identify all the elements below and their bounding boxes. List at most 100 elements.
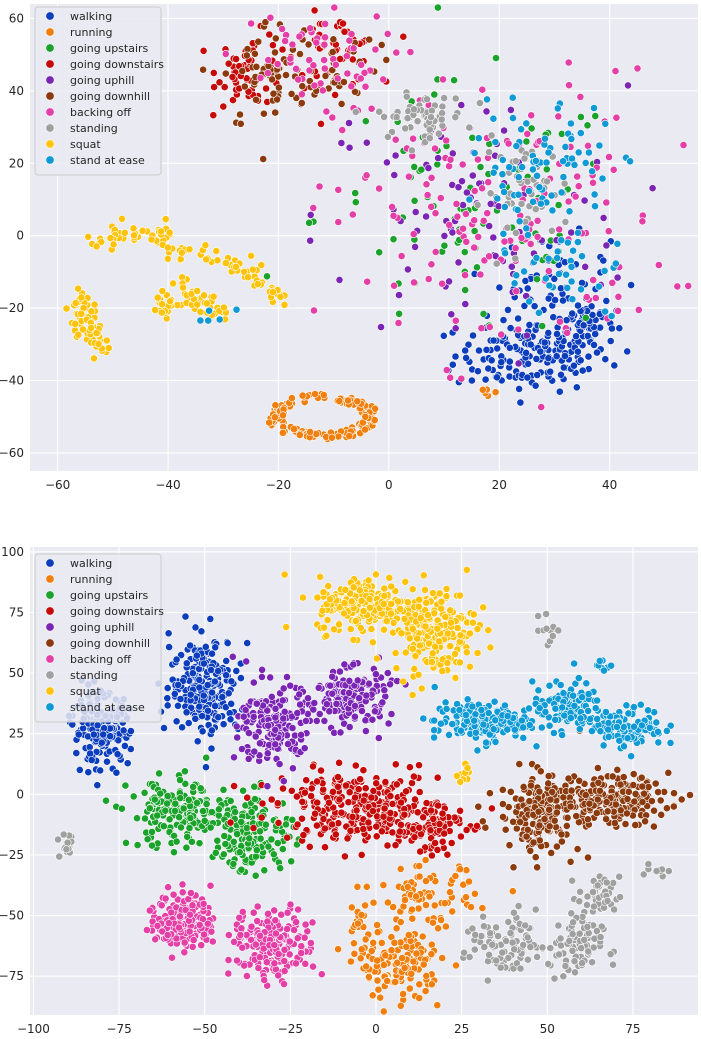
data-point	[347, 30, 356, 38]
data-point	[427, 113, 435, 122]
data-point	[430, 726, 438, 735]
data-point	[214, 805, 223, 814]
data-point	[574, 228, 582, 237]
data-point	[456, 726, 465, 735]
data-point	[317, 970, 326, 979]
data-point	[583, 331, 592, 340]
data-point	[416, 847, 425, 856]
data-point	[615, 324, 624, 333]
data-point	[559, 972, 568, 981]
data-point	[568, 930, 577, 938]
data-point	[447, 310, 456, 319]
data-point	[610, 905, 618, 914]
data-point	[157, 308, 166, 317]
data-point	[264, 721, 273, 730]
data-point	[383, 669, 392, 677]
data-point	[186, 889, 195, 897]
data-point	[433, 773, 442, 782]
data-point	[335, 758, 343, 767]
data-point	[491, 738, 500, 746]
data-point	[99, 730, 108, 739]
data-point	[409, 957, 418, 966]
data-point	[232, 55, 240, 63]
data-point	[344, 798, 353, 807]
data-point	[436, 719, 445, 728]
data-point	[593, 348, 601, 357]
data-point	[305, 56, 314, 64]
data-point	[559, 157, 567, 166]
data-point	[368, 991, 377, 1000]
data-point	[383, 30, 392, 38]
data-point	[334, 432, 343, 441]
data-point	[531, 905, 540, 914]
data-point	[483, 95, 491, 104]
data-point	[427, 106, 436, 115]
data-point	[567, 277, 576, 286]
data-point	[71, 319, 80, 328]
data-point	[547, 191, 556, 200]
data-point	[380, 625, 388, 634]
data-point	[604, 227, 613, 236]
data-point	[381, 778, 390, 786]
data-point	[512, 142, 521, 150]
data-point	[446, 888, 454, 897]
data-point	[316, 572, 324, 581]
data-point	[219, 720, 228, 729]
data-point	[428, 649, 437, 658]
data-point	[392, 48, 401, 57]
y-tick-label: 40	[9, 84, 24, 98]
data-point	[560, 179, 569, 188]
data-point	[103, 757, 111, 766]
data-point	[193, 286, 202, 295]
data-point	[415, 862, 424, 870]
data-point	[380, 591, 389, 600]
data-point	[261, 820, 270, 829]
data-point	[380, 584, 389, 593]
data-point	[574, 148, 583, 157]
data-point	[399, 990, 407, 998]
data-point	[372, 654, 381, 663]
data-point	[278, 696, 287, 705]
data-point	[454, 258, 463, 267]
data-point	[503, 223, 512, 232]
data-point	[265, 30, 274, 39]
data-point	[287, 394, 296, 402]
data-point	[485, 252, 493, 261]
data-point	[298, 797, 307, 806]
data-point	[200, 291, 208, 300]
x-tick-label: −60	[45, 478, 70, 492]
data-point	[210, 83, 218, 91]
data-point	[445, 220, 454, 229]
data-point	[351, 108, 360, 116]
data-point	[532, 354, 541, 363]
data-point	[410, 162, 419, 171]
data-point	[163, 254, 172, 263]
data-point	[379, 961, 388, 969]
data-point	[651, 779, 660, 788]
data-point	[322, 700, 331, 709]
data-point	[485, 148, 493, 157]
data-point	[215, 78, 224, 87]
data-point	[575, 897, 584, 906]
data-point	[467, 903, 475, 911]
data-point	[241, 706, 250, 714]
data-point	[506, 324, 515, 332]
data-point	[465, 195, 474, 204]
data-point	[188, 901, 197, 910]
data-point	[197, 627, 206, 636]
data-point	[176, 776, 184, 784]
data-point	[580, 936, 589, 944]
data-point	[561, 142, 570, 151]
data-point	[656, 796, 665, 805]
y-tick-label: 20	[9, 156, 24, 170]
data-point	[523, 284, 532, 293]
data-point	[279, 777, 288, 786]
data-point	[226, 818, 235, 827]
data-point	[499, 229, 508, 238]
data-point	[437, 604, 446, 613]
data-point	[436, 194, 445, 202]
data-point	[249, 678, 258, 687]
data-point	[400, 615, 409, 623]
data-point	[567, 119, 575, 128]
data-point	[462, 711, 470, 719]
